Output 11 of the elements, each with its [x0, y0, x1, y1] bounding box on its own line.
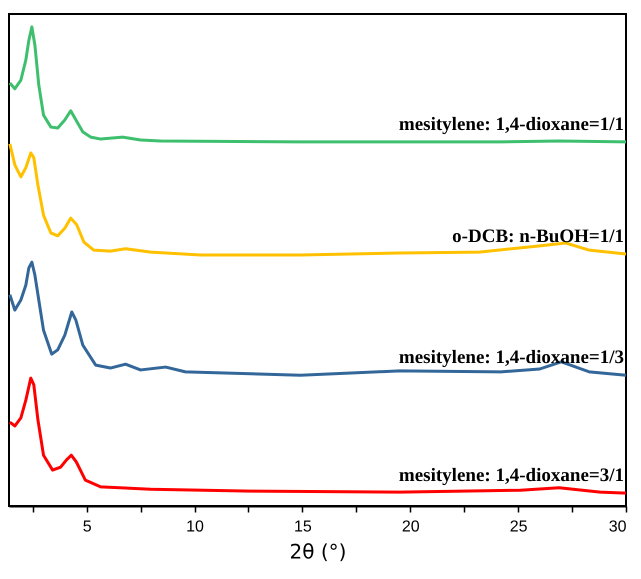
x-tick-label: 30 — [608, 518, 627, 536]
x-tick-label: 25 — [510, 518, 528, 536]
series-label: mesitylene: 1,4-dioxane=1/1 — [398, 114, 624, 135]
series-label: mesitylene: 1,4-dioxane=3/1 — [398, 465, 624, 486]
x-tick-label: 15 — [294, 518, 312, 536]
x-tick-label: 10 — [186, 518, 204, 536]
series-label: o-DCB: n-BuOH=1/1 — [452, 226, 624, 248]
x-tick-label: 20 — [402, 518, 420, 536]
x-tick-label: 5 — [82, 518, 92, 536]
series-label: mesitylene: 1,4-dioxane=1/3 — [398, 347, 624, 368]
x-axis-title: 2θ (°) — [290, 540, 346, 564]
